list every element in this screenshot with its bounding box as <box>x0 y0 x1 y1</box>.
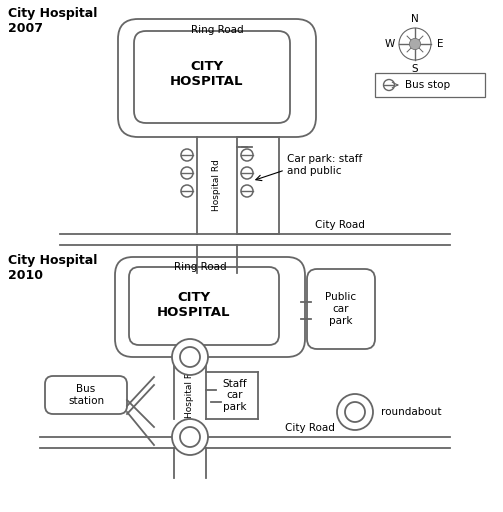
Text: Bus stop: Bus stop <box>405 80 450 90</box>
Circle shape <box>180 427 200 447</box>
Text: Bus
station: Bus station <box>68 384 104 406</box>
Circle shape <box>181 185 193 197</box>
Text: E: E <box>437 39 443 49</box>
FancyBboxPatch shape <box>115 257 305 357</box>
Circle shape <box>172 419 208 455</box>
Text: N: N <box>411 14 419 24</box>
Text: CITY
HOSPITAL: CITY HOSPITAL <box>157 291 231 319</box>
Text: City Road: City Road <box>315 220 365 230</box>
Text: W: W <box>385 39 395 49</box>
Text: City Road: City Road <box>285 423 335 433</box>
Circle shape <box>180 347 200 367</box>
Text: Public
car
park: Public car park <box>325 292 357 326</box>
Circle shape <box>241 149 253 161</box>
Circle shape <box>383 79 394 91</box>
FancyBboxPatch shape <box>118 19 316 137</box>
Circle shape <box>241 167 253 179</box>
Circle shape <box>337 394 373 430</box>
Text: City Hospital
2007: City Hospital 2007 <box>8 7 98 35</box>
Text: Staff
car
park: Staff car park <box>223 379 247 412</box>
FancyBboxPatch shape <box>134 31 290 123</box>
Text: Car park: staff
and public: Car park: staff and public <box>287 154 362 176</box>
Text: CITY
HOSPITAL: CITY HOSPITAL <box>170 60 244 88</box>
Circle shape <box>241 185 253 197</box>
Circle shape <box>345 402 365 422</box>
FancyBboxPatch shape <box>45 376 127 414</box>
FancyBboxPatch shape <box>375 73 485 97</box>
FancyBboxPatch shape <box>307 269 375 349</box>
Text: S: S <box>411 64 418 74</box>
Text: Ring Road: Ring Road <box>174 262 226 272</box>
Circle shape <box>181 167 193 179</box>
FancyBboxPatch shape <box>129 267 279 345</box>
Text: Hospital Rd: Hospital Rd <box>186 366 195 418</box>
Text: Ring Road: Ring Road <box>191 25 243 35</box>
Text: Hospital Rd: Hospital Rd <box>212 160 221 211</box>
Circle shape <box>181 149 193 161</box>
Text: roundabout: roundabout <box>381 407 442 417</box>
Circle shape <box>172 339 208 375</box>
Circle shape <box>409 38 421 50</box>
Text: City Hospital
2010: City Hospital 2010 <box>8 254 98 282</box>
